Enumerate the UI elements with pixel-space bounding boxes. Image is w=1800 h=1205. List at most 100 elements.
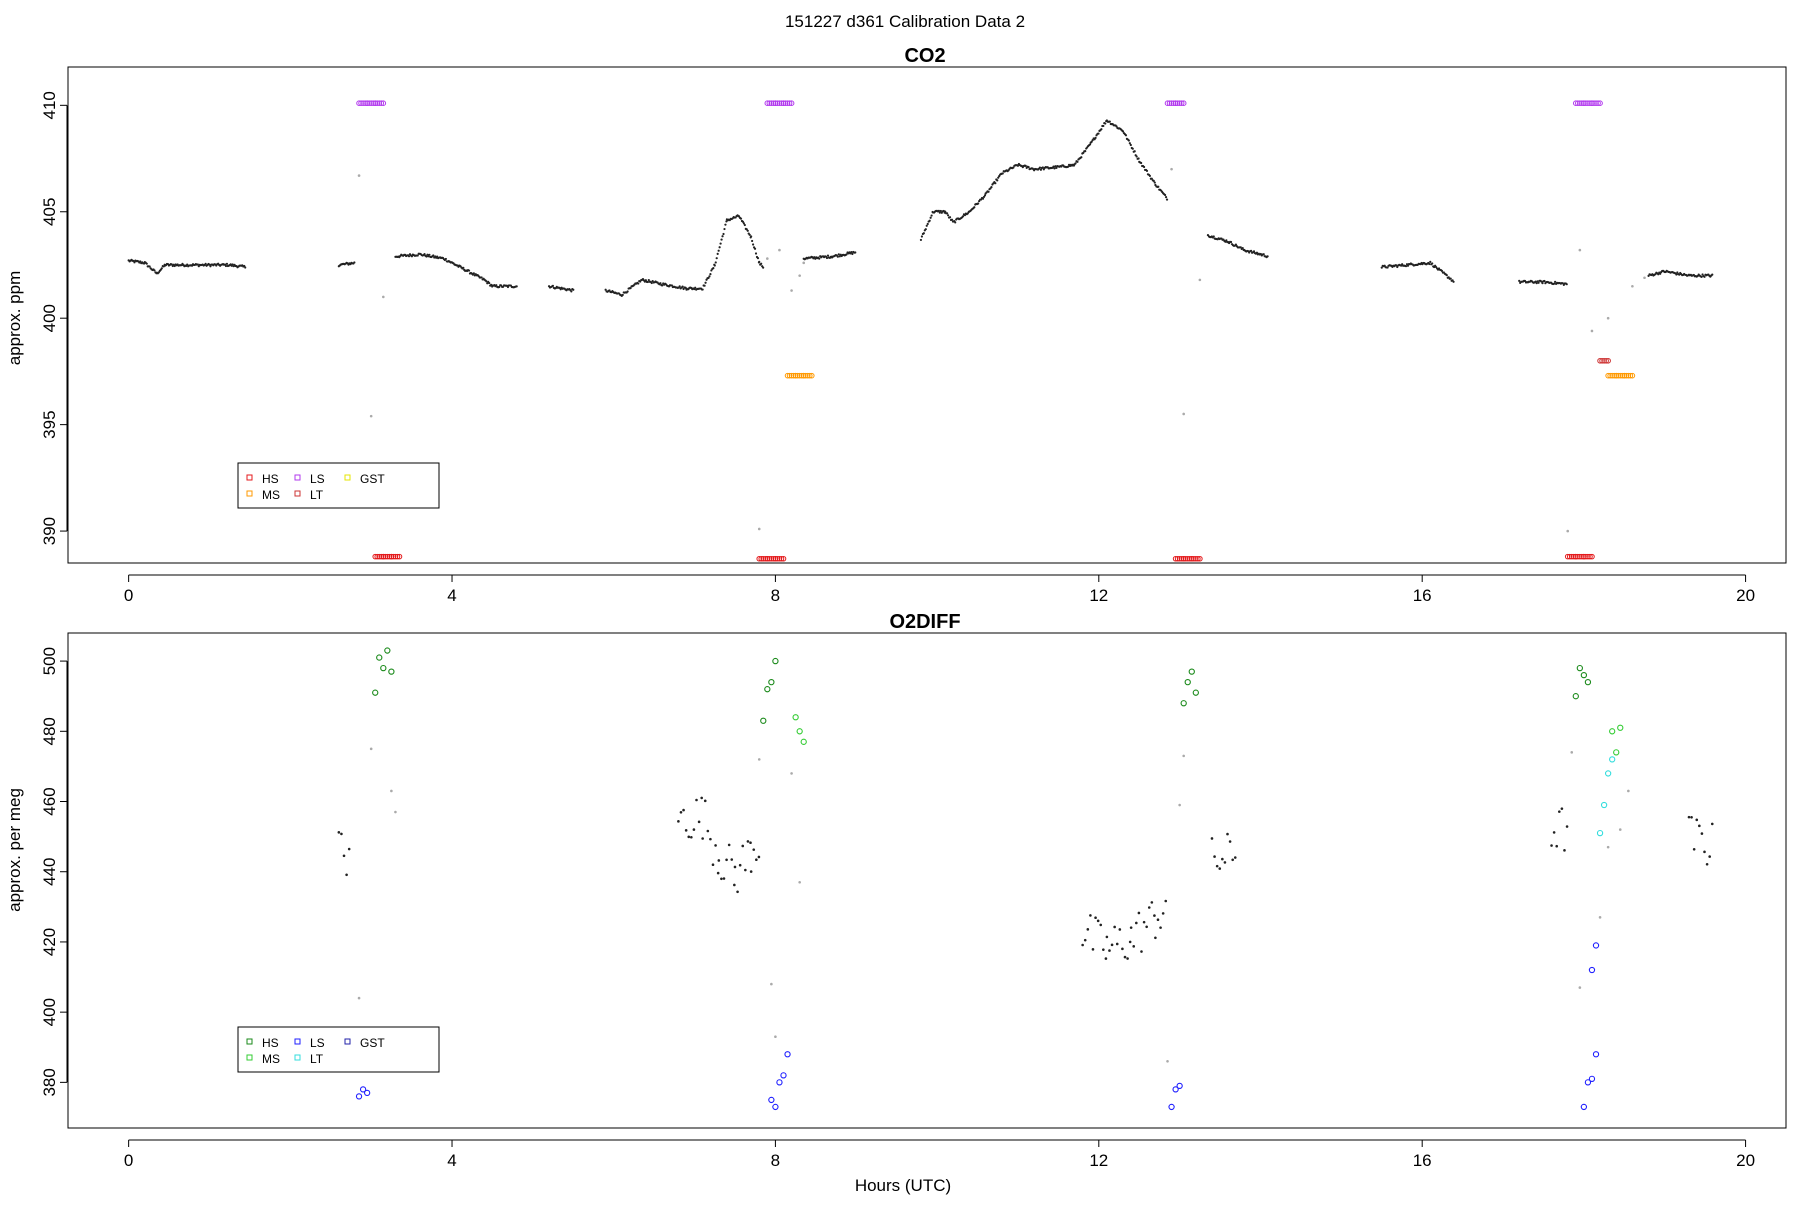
co2-calibration-point — [768, 555, 775, 562]
co2-data-point — [825, 256, 829, 260]
co2-data-point — [1229, 240, 1233, 244]
co2-data-point — [661, 284, 664, 287]
o2diff-calibration-point — [1168, 1103, 1175, 1111]
co2-data-point — [987, 190, 990, 193]
co2-data-point — [224, 264, 228, 268]
o2diff-calibration-point — [1609, 728, 1616, 735]
co2-data-point — [1429, 260, 1432, 263]
co2-data-point — [407, 255, 411, 258]
co2-data-point — [719, 242, 722, 245]
o2diff-data-point — [1552, 831, 1556, 834]
co2-calibration-point — [1575, 100, 1581, 106]
co2-data-point — [1094, 136, 1097, 139]
co2-data-point — [1535, 282, 1538, 285]
co2-calibration-point — [1577, 553, 1583, 560]
co2-ambient-series — [127, 119, 1714, 298]
o2diff-data-point — [1089, 914, 1092, 917]
co2-transition-point — [798, 274, 801, 277]
co2-data-point — [837, 253, 840, 256]
co2-calibration-point — [384, 553, 391, 560]
co2-legend-swatch — [246, 490, 253, 497]
co2-x-tick-label: 8 — [771, 586, 780, 605]
o2diff-data-point — [1128, 940, 1132, 944]
co2-data-point — [838, 255, 841, 258]
co2-data-point — [1657, 273, 1660, 276]
co2-calibration-point — [1176, 100, 1183, 106]
co2-data-point — [637, 282, 640, 285]
o2diff-transition-point — [1166, 1059, 1169, 1063]
co2-data-point — [977, 202, 980, 205]
co2-legend-label: LT — [310, 488, 324, 502]
o2diff-data-point — [1113, 925, 1116, 929]
o2diff-data-point — [345, 873, 348, 877]
co2-calibration-point — [372, 553, 379, 560]
o2diff-y-axis: 380 400 420 440 460 480 500 — [40, 647, 68, 1097]
co2-calibration-point — [788, 100, 795, 106]
o2diff-data-point — [1558, 810, 1561, 813]
co2-data-point — [1711, 273, 1714, 276]
co2-calibration-point — [1611, 372, 1617, 379]
co2-data-point — [1090, 140, 1093, 143]
o2diff-calibration-point — [1172, 1086, 1179, 1093]
o2diff-ambient-series — [337, 796, 1714, 960]
o2diff-y-axis-label: approx. per meg — [5, 788, 24, 912]
co2-calibration-point — [796, 372, 803, 379]
o2diff-calibration-point — [772, 657, 779, 665]
o2diff-data-point — [1164, 899, 1168, 903]
co2-calibration-point — [1172, 100, 1179, 106]
co2-transition-point — [369, 414, 373, 418]
co2-calibration-point — [1585, 553, 1591, 560]
co2-data-point — [1428, 262, 1431, 266]
co2-data-point — [428, 253, 431, 256]
co2-data-point — [954, 221, 957, 224]
o2diff-data-point — [733, 883, 736, 887]
co2-calibration-point — [1188, 555, 1195, 562]
co2-calibration-point — [1597, 100, 1603, 106]
co2-data-point — [920, 235, 924, 238]
co2-data-point — [818, 257, 821, 260]
o2diff-data-point — [738, 863, 742, 867]
co2-calibration-point — [1572, 553, 1579, 560]
co2-calibration-point — [766, 100, 773, 106]
o2diff-data-point — [347, 847, 351, 851]
co2-data-point — [1225, 239, 1228, 242]
o2diff-transition-point — [1627, 789, 1630, 793]
co2-data-point — [1152, 179, 1155, 182]
co2-data-point — [997, 176, 1000, 179]
o2diff-calibration-point — [363, 1089, 371, 1097]
o2diff-data-point — [1083, 938, 1087, 942]
co2-calibration-point — [770, 100, 777, 106]
o2diff-data-point — [690, 835, 693, 839]
co2-data-point — [647, 278, 650, 282]
o2diff-series-ls — [355, 942, 1600, 1111]
co2-data-point — [826, 254, 830, 257]
co2-data-point — [756, 257, 760, 260]
o2diff-data-point — [1150, 901, 1154, 904]
co2-data-point — [1076, 160, 1079, 163]
o2diff-legend-label: HS — [262, 1036, 279, 1050]
co2-transition-point — [1182, 412, 1185, 416]
co2-transition-point — [1170, 167, 1173, 171]
co2-calibration-point — [780, 100, 787, 106]
co2-calibration-point — [1577, 100, 1583, 106]
co2-data-point — [646, 280, 649, 284]
co2-calibration-point — [368, 100, 374, 106]
co2-data-point — [1675, 273, 1678, 276]
co2-calibration-point — [764, 555, 771, 562]
co2-calibration-point — [798, 372, 805, 379]
co2-transition-point — [1578, 248, 1582, 252]
co2-data-point — [703, 284, 706, 287]
co2-data-point — [746, 229, 749, 232]
co2-data-point — [751, 239, 754, 243]
o2diff-data-point — [697, 820, 701, 824]
o2diff-x-axis: 0 4 8 12 16 20 — [124, 1139, 1755, 1170]
o2diff-data-point — [1228, 840, 1232, 843]
o2diff-series-lt — [1596, 756, 1616, 837]
co2-calibration-point — [1615, 372, 1622, 379]
co2-data-point — [1127, 139, 1130, 142]
co2-data-point — [1001, 172, 1004, 175]
co2-data-point — [1084, 149, 1087, 153]
o2diff-data-point — [1231, 858, 1234, 862]
co2-series-hs — [372, 553, 1595, 562]
co2-data-point — [854, 251, 857, 254]
